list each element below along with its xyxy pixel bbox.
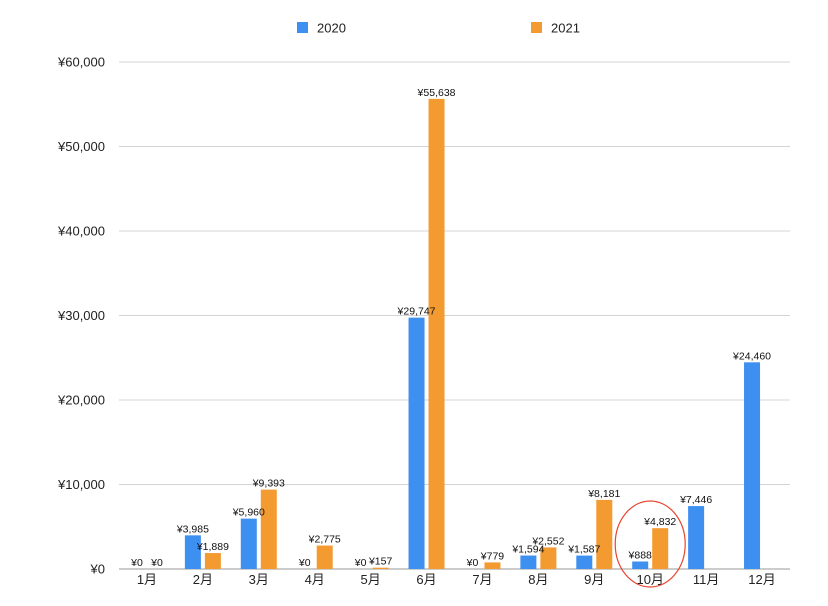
bar-2021-8月	[540, 547, 557, 569]
data-label: ¥9,393	[252, 478, 285, 490]
bar-2020-8月	[520, 555, 537, 569]
x-tick-label: 11月	[693, 572, 720, 587]
data-label: ¥0	[298, 557, 311, 569]
x-tick-label: 2月	[193, 572, 213, 587]
bar-2020-10月	[632, 561, 649, 569]
y-tick-label: ¥10,000	[57, 477, 105, 492]
x-tick-label: 1月	[137, 572, 157, 587]
x-tick-label: 12月	[748, 572, 775, 587]
data-label: ¥5,960	[232, 507, 265, 519]
data-label: ¥0	[150, 557, 163, 569]
x-axis-ticks: 1月 2月 3月 4月 5月 6月 7月 8月 9月 10月 11月 12月	[137, 572, 776, 587]
x-tick-label: 8月	[528, 572, 548, 587]
y-tick-label: ¥0	[90, 562, 105, 577]
data-label: ¥1,889	[196, 541, 229, 553]
data-label: ¥0	[354, 557, 367, 569]
bar-2021-7月	[484, 562, 501, 569]
data-label: ¥0	[130, 557, 143, 569]
y-tick-label: ¥40,000	[57, 224, 105, 239]
gridlines	[119, 61, 790, 570]
bar-2020-11月	[688, 506, 705, 569]
bar-2021-2月	[204, 553, 221, 569]
bar-2021-5月	[372, 567, 389, 569]
bar-2021-4月	[316, 545, 333, 569]
y-tick-label: ¥50,000	[57, 139, 105, 154]
data-label: ¥29,747	[397, 306, 436, 318]
data-label: ¥779	[480, 550, 505, 562]
bars	[184, 98, 761, 570]
data-label: ¥888	[628, 549, 653, 561]
y-tick-label: ¥60,000	[57, 55, 105, 70]
x-tick-label: 4月	[305, 572, 325, 587]
bar-2021-6月	[428, 98, 445, 570]
bar-2020-3月	[240, 518, 257, 569]
data-label: ¥7,446	[679, 494, 712, 506]
data-label: ¥3,985	[176, 523, 209, 535]
highlight-circle	[614, 500, 686, 588]
data-label: ¥157	[368, 556, 393, 568]
bar-2021-3月	[260, 489, 277, 569]
legend: 2020 2021	[297, 21, 580, 36]
bar-2020-12月	[744, 362, 761, 569]
bar-2020-2月	[184, 535, 201, 569]
y-tick-label: ¥20,000	[57, 393, 105, 408]
annotation	[614, 500, 686, 588]
x-tick-label: 10月	[636, 572, 663, 587]
y-axis-ticks: ¥0 ¥10,000 ¥20,000 ¥30,000 ¥40,000 ¥50,000 ¥60…	[57, 55, 105, 577]
bar-2021-10月	[652, 528, 669, 569]
x-tick-label: 6月	[416, 572, 436, 587]
legend-swatch-2020	[297, 22, 308, 33]
data-label: ¥24,460	[732, 350, 771, 362]
bar-2021-9月	[596, 499, 613, 569]
bar-2020-6月	[408, 317, 425, 569]
data-label: ¥1,594	[511, 544, 544, 556]
data-label: ¥2,775	[308, 534, 341, 546]
x-tick-label: 7月	[472, 572, 492, 587]
data-label: ¥2,552	[531, 535, 564, 547]
data-label: ¥4,832	[643, 516, 676, 528]
data-label: ¥8,181	[587, 488, 620, 500]
legend-label-2021: 2021	[551, 21, 580, 36]
x-tick-label: 5月	[361, 572, 381, 587]
data-label: ¥55,638	[417, 87, 456, 99]
data-label: ¥0	[466, 557, 479, 569]
data-label: ¥1,587	[567, 544, 600, 556]
y-tick-label: ¥30,000	[57, 308, 105, 323]
legend-label-2020: 2020	[317, 21, 346, 36]
x-tick-label: 3月	[249, 572, 269, 587]
bar-2020-9月	[576, 555, 593, 569]
x-tick-label: 9月	[584, 572, 604, 587]
data-labels: ¥0 ¥0¥3,985¥1,889¥5,960¥9,393¥0¥2,775¥0 ¥1…	[130, 87, 771, 569]
legend-swatch-2021	[531, 22, 542, 33]
